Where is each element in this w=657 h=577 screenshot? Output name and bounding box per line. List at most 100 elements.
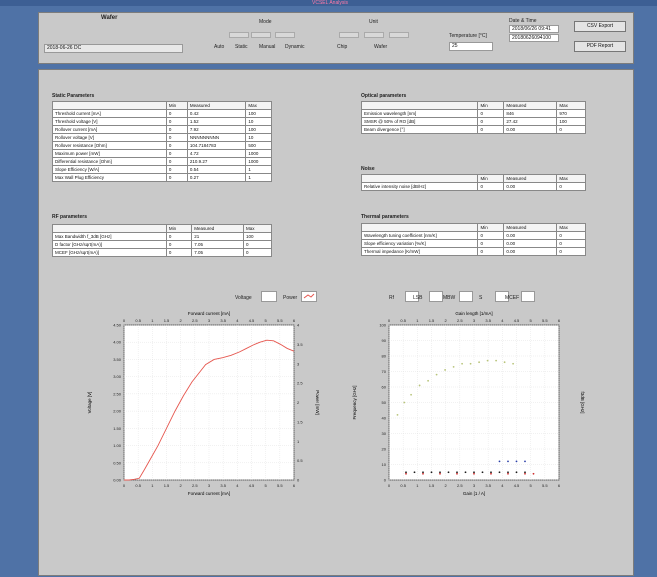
parameter-value[interactable]: 100 (243, 232, 272, 241)
parameter-value[interactable]: 0.27 (186, 173, 247, 182)
date-field[interactable]: 2018/06/26 09:41 (509, 25, 559, 33)
parameter-value[interactable]: 0 (556, 247, 586, 256)
parameter-value[interactable]: 970 (556, 109, 586, 118)
parameter-value[interactable]: 0 (477, 117, 505, 126)
parameter-value[interactable]: 0 (556, 239, 586, 248)
legend-swatch-lsb[interactable] (429, 291, 443, 302)
parameter-value[interactable]: 0.54 (186, 165, 247, 174)
parameter-name: Maximum power [mW] (52, 149, 167, 158)
x-tick-label: 0.5 (135, 483, 141, 488)
parameter-value[interactable]: 0 (165, 117, 188, 126)
csv-export-button[interactable]: CSV Export (574, 21, 626, 32)
table-row: Max Bandwidth f_3dB [GHz] 0 21 100 (52, 232, 272, 241)
parameter-value[interactable]: 0 (477, 239, 505, 248)
legend-power-swatch[interactable] (301, 291, 317, 302)
unit-item-wafer[interactable]: Wafer (374, 44, 388, 50)
x-tick-label: 4.5 (514, 483, 520, 488)
optical_params-header-3: Max (556, 101, 586, 110)
parameter-value[interactable]: 0 (556, 125, 586, 134)
legend-swatch-mcef[interactable] (521, 291, 535, 302)
parameter-value[interactable]: 0 (243, 240, 272, 249)
mode-sub-dynamic[interactable]: Dynamic (285, 44, 305, 50)
parameter-value[interactable]: 0.42 (186, 109, 247, 118)
table-row: Wavelength tuning coefficient [nm/K] 0 0.0… (360, 231, 586, 240)
parameter-value[interactable]: 21 (191, 232, 245, 241)
parameter-value[interactable]: 100 (245, 125, 272, 134)
parameter-value[interactable]: 0 (165, 165, 188, 174)
parameter-value[interactable]: 210.9.27 (186, 157, 247, 166)
x-top-axis-label: Forward current [mA] (188, 311, 230, 316)
parameter-value[interactable]: 7.05 (191, 240, 245, 249)
data-point-rf (469, 362, 472, 365)
parameter-value[interactable]: 1000 (245, 157, 272, 166)
parameter-value[interactable]: 0 (165, 109, 188, 118)
pdf-report-button[interactable]: PDF Report (574, 41, 626, 52)
parameter-value[interactable]: 7.92 (186, 125, 247, 134)
rf-parameters-table: Min Measured Max Max Bandwidth f_3dB [GHz] 0… (52, 224, 272, 257)
parameter-value[interactable]: 0.00 (503, 125, 558, 134)
parameter-value[interactable]: 0 (165, 133, 188, 142)
mode-label: Mode (259, 19, 272, 25)
x-top-tick-label: 5 (530, 318, 533, 323)
mode-item-manual[interactable]: Manual (259, 44, 276, 50)
parameter-value[interactable]: 0 (477, 109, 505, 118)
parameter-value[interactable]: 0 (165, 232, 193, 241)
mode-sub-static[interactable]: Static (235, 44, 248, 50)
parameter-value[interactable]: 1 (245, 173, 272, 182)
parameter-value[interactable]: 27.42 (503, 117, 558, 126)
parameter-value[interactable]: 7.05 (191, 248, 245, 257)
parameter-value[interactable]: NNNNNNNNN (186, 133, 247, 142)
parameter-value[interactable]: 0 (165, 173, 188, 182)
y-tick-label: 80 (382, 354, 387, 359)
parameter-value[interactable]: 0 (165, 248, 193, 257)
parameter-value[interactable]: 0 (165, 141, 188, 150)
parameter-value[interactable]: 0 (477, 247, 505, 256)
legend-swatch-mbw[interactable] (459, 291, 473, 302)
legend-swatch-rf[interactable] (405, 291, 419, 302)
y-tick-label: 1.00 (113, 443, 122, 448)
wafer-id-field[interactable]: 2018-06-26 DC (44, 44, 183, 53)
y-tick-label: 3.50 (113, 357, 122, 362)
parameter-value[interactable]: 0.00 (503, 239, 558, 248)
x-tick-label: 2.5 (192, 483, 198, 488)
parameter-value[interactable]: 846 (503, 109, 558, 118)
rf_params-header-0 (52, 224, 167, 233)
parameter-value[interactable]: 0 (477, 125, 505, 134)
parameter-value[interactable]: 0.00 (503, 182, 558, 191)
parameter-value[interactable]: 0 (165, 157, 188, 166)
parameter-name: Slope efficiency variation [%/K] (360, 239, 479, 248)
y2-tick-label: 1.5 (297, 419, 303, 424)
parameter-value[interactable]: 1000 (245, 149, 272, 158)
parameter-value[interactable]: 0 (556, 182, 586, 191)
parameter-value[interactable]: 10 (245, 133, 272, 142)
y2-tick-label: 2 (297, 400, 300, 405)
parameter-value[interactable]: 0 (165, 125, 188, 134)
mode-item-auto[interactable]: Auto (214, 44, 225, 50)
parameter-value[interactable]: 0.00 (503, 231, 558, 240)
parameter-value[interactable]: 0 (165, 240, 193, 249)
window-title: VCSEL Analysis (312, 0, 348, 6)
x-top-tick-label: 1.5 (164, 318, 170, 323)
parameter-value[interactable]: 100 (245, 109, 272, 118)
parameter-name: Differential resistance [Ohm] (52, 157, 167, 166)
parameter-value[interactable]: 0 (243, 248, 272, 257)
parameter-value[interactable]: 104.7184783 (186, 141, 247, 150)
parameter-value[interactable]: 500 (245, 141, 272, 150)
parameter-value[interactable]: 0.00 (503, 247, 558, 256)
temperature-field[interactable]: 25 (449, 42, 493, 51)
parameter-value[interactable]: 4.72 (186, 149, 247, 158)
parameter-value[interactable]: 1 (245, 165, 272, 174)
legend-swatch-s[interactable] (495, 291, 509, 302)
parameter-value[interactable]: 0 (556, 231, 586, 240)
temperature-label: Temperature [°C] (449, 33, 487, 39)
parameter-value[interactable]: 0 (477, 182, 505, 191)
parameter-value[interactable]: 0 (477, 231, 505, 240)
time-field[interactable]: 20180626094100 (509, 34, 559, 42)
parameter-value[interactable]: 100 (556, 117, 586, 126)
unit-item-chip[interactable]: Chip (337, 44, 348, 50)
parameter-value[interactable]: 1.52 (186, 117, 247, 126)
legend-voltage-swatch[interactable] (261, 291, 277, 302)
parameter-value[interactable]: 0 (165, 149, 188, 158)
x-tick-label: 3 (473, 483, 476, 488)
parameter-value[interactable]: 10 (245, 117, 272, 126)
